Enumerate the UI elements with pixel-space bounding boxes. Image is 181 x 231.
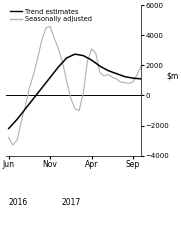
Y-axis label: $m: $m bbox=[166, 71, 178, 80]
Text: 2017: 2017 bbox=[61, 198, 81, 207]
Text: 2016: 2016 bbox=[9, 198, 28, 207]
Legend: Trend estimates, Seasonally adjusted: Trend estimates, Seasonally adjusted bbox=[10, 9, 92, 22]
